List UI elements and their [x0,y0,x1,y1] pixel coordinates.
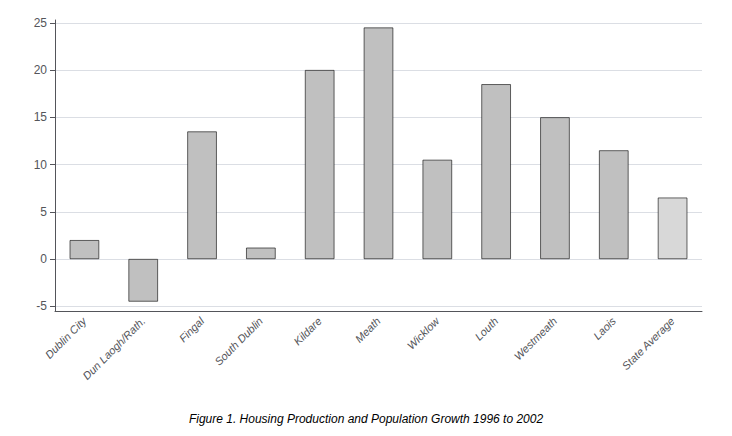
svg-text:10: 10 [34,158,48,172]
svg-text:Wicklow: Wicklow [405,314,443,352]
svg-text:Louth: Louth [472,315,500,343]
svg-text:South Dublin: South Dublin [212,315,265,368]
svg-text:Fingal: Fingal [177,314,207,344]
svg-text:Figure 1. Housing Production a: Figure 1. Housing Production and Populat… [189,412,544,426]
svg-text:Laois: Laois [591,314,618,341]
svg-text:5: 5 [40,205,47,219]
svg-text:Westmeath: Westmeath [512,315,560,363]
svg-text:Dublin City: Dublin City [43,314,90,361]
svg-text:Meath: Meath [353,315,383,345]
svg-text:Kildare: Kildare [291,315,324,348]
svg-text:Dun Laogh/Rath.: Dun Laogh/Rath. [80,315,147,382]
svg-text:-5: -5 [36,299,47,313]
svg-text:20: 20 [34,63,48,77]
svg-text:15: 15 [34,110,48,124]
svg-text:0: 0 [40,252,47,266]
svg-text:25: 25 [34,16,48,30]
svg-text:State Average: State Average [620,315,677,372]
